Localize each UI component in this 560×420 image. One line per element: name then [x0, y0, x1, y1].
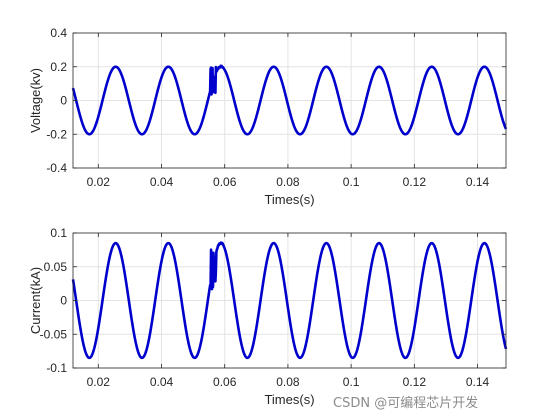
x-tick-label: 0.1 — [343, 175, 360, 189]
y-tick-label: 0.05 — [44, 260, 68, 274]
y-tick-label: -0.4 — [46, 161, 67, 175]
y-tick-label: 0.1 — [50, 226, 67, 240]
x-tick-label: 0.04 — [150, 175, 174, 189]
series-line-1 — [71, 64, 508, 136]
y-tick-label: 0 — [60, 294, 67, 308]
x-tick-label: 0.14 — [466, 175, 490, 189]
y-tick-label: 0 — [60, 94, 67, 108]
x-axis-label: Times(s) — [264, 392, 314, 407]
x-tick-label: 0.02 — [87, 175, 111, 189]
x-tick-label: 0.14 — [466, 375, 490, 389]
x-axis-label: Times(s) — [264, 192, 314, 207]
series-line-1 — [71, 241, 508, 360]
x-tick-label: 0.08 — [276, 175, 300, 189]
chart-panel-2: 0.02 0.04 0.06 0.08 0.1 0.12 0.14 -0.1 -0.05 0 0.0… — [28, 226, 508, 407]
chart-panel-1: 0.02 0.04 0.06 0.08 0.1 0.12 0.14 -0.4 -0.2 0 0.2 0… — [28, 26, 508, 207]
watermark-text: CSDN @可编程芯片开发 — [333, 395, 478, 411]
x-tick-label: 0.02 — [87, 375, 111, 389]
y-tick-label: -0.2 — [46, 127, 67, 141]
x-tick-label: 0.12 — [403, 175, 427, 189]
y-tick-label: -0.05 — [40, 327, 68, 341]
x-tick-label: 0.06 — [213, 175, 237, 189]
x-tick-label: 0.06 — [213, 375, 237, 389]
y-tick-label: 0.4 — [50, 26, 67, 40]
watermark: CSDN @可编程芯片开发 — [333, 395, 478, 411]
x-tick-label: 0.12 — [403, 375, 427, 389]
y-axis-label: Current(kA) — [28, 267, 43, 334]
y-tick-label: -0.1 — [46, 361, 67, 375]
x-tick-label: 0.1 — [343, 375, 360, 389]
y-axis-label: Voltage(kv) — [28, 68, 43, 133]
x-tick-label: 0.08 — [276, 375, 300, 389]
y-tick-label: 0.2 — [50, 60, 67, 74]
x-tick-label: 0.04 — [150, 375, 174, 389]
